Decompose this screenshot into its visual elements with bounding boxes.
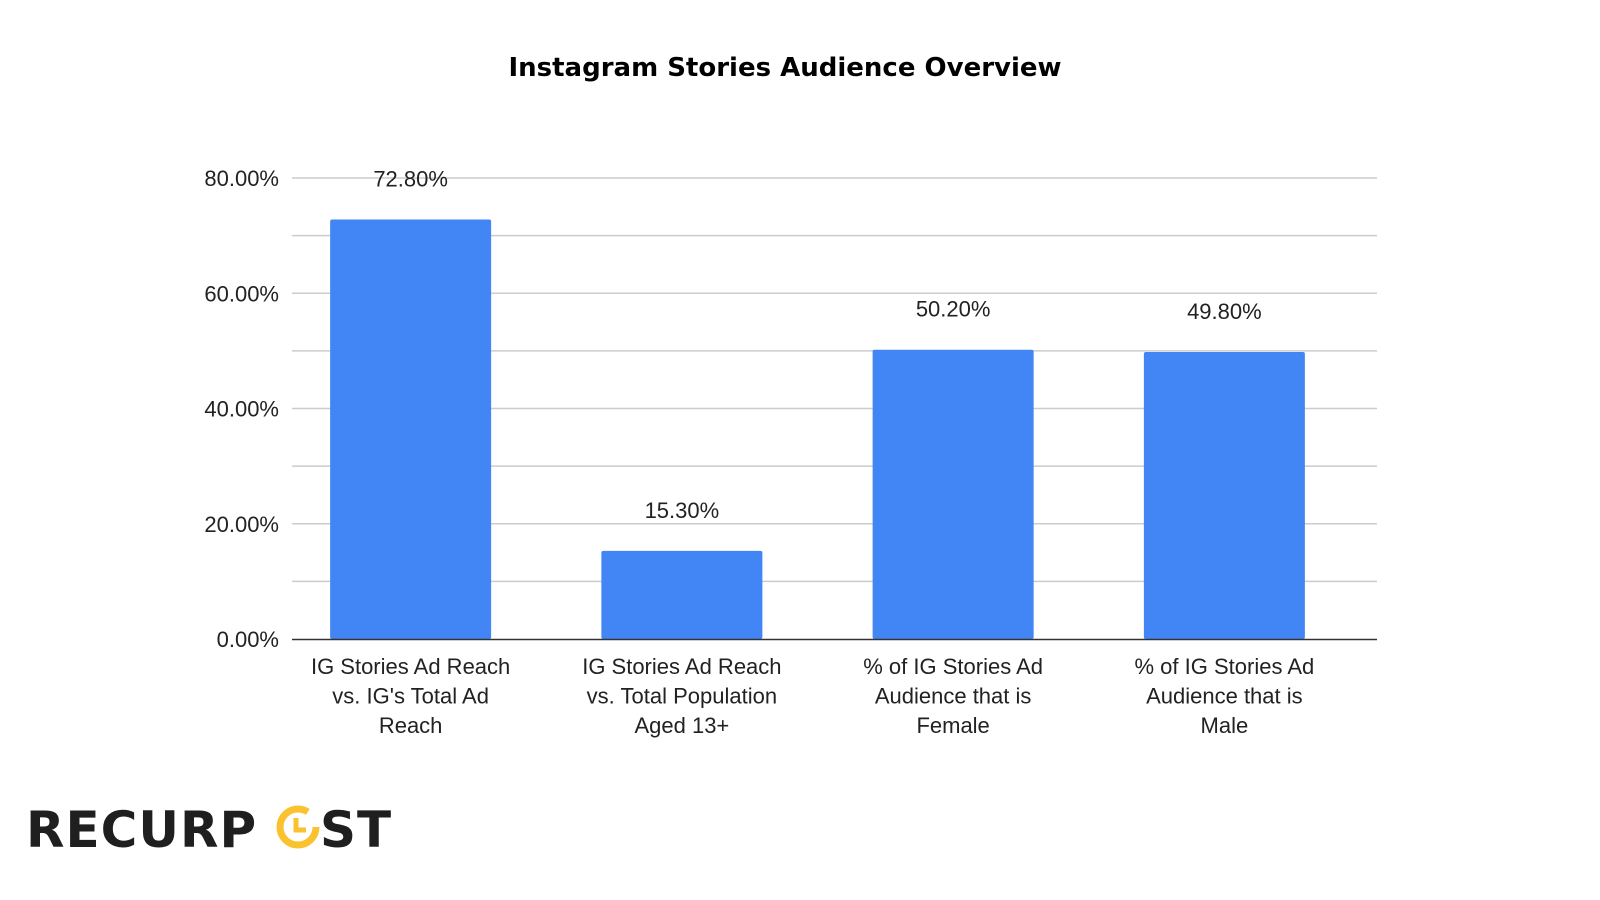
y-tick-label: 60.00%: [204, 281, 279, 306]
y-tick-label: 80.00%: [204, 166, 279, 191]
data-label: 49.80%: [1187, 299, 1262, 324]
recurpost-logo: RECURP ST: [26, 801, 392, 859]
category-label: % of IG Stories Ad Audience that is Male: [1135, 654, 1315, 738]
bar: [601, 550, 763, 639]
clock-icon: [276, 805, 320, 849]
svg-text:RECURP: RECURP: [26, 801, 257, 859]
bars: [330, 219, 1305, 640]
category-label: % of IG Stories Ad Audience that is Female: [863, 654, 1043, 738]
y-axis-ticks: 0.00% 20.00% 40.00% 60.00% 80.00%: [204, 166, 279, 652]
data-labels: 72.80% 15.30% 50.20% 49.80%: [373, 166, 1261, 522]
y-tick-label: 40.00%: [204, 397, 279, 422]
bar: [1143, 352, 1305, 639]
category-label: IG Stories Ad Reach vs. Total Population A…: [582, 654, 781, 738]
y-tick-label: 20.00%: [204, 512, 279, 537]
svg-text:ST: ST: [320, 801, 392, 859]
data-label: 50.20%: [916, 297, 991, 322]
data-label: 15.30%: [645, 498, 720, 523]
category-label: IG Stories Ad Reach vs. IG's Total Ad Reac…: [311, 654, 510, 738]
chart-title: Instagram Stories Audience Overview: [508, 53, 1061, 83]
y-tick-label: 0.00%: [217, 627, 279, 652]
x-axis-categories: IG Stories Ad Reach vs. IG's Total Ad Reac…: [311, 654, 1314, 738]
bar: [872, 349, 1034, 639]
data-label: 72.80%: [373, 166, 448, 191]
bar: [330, 219, 492, 640]
